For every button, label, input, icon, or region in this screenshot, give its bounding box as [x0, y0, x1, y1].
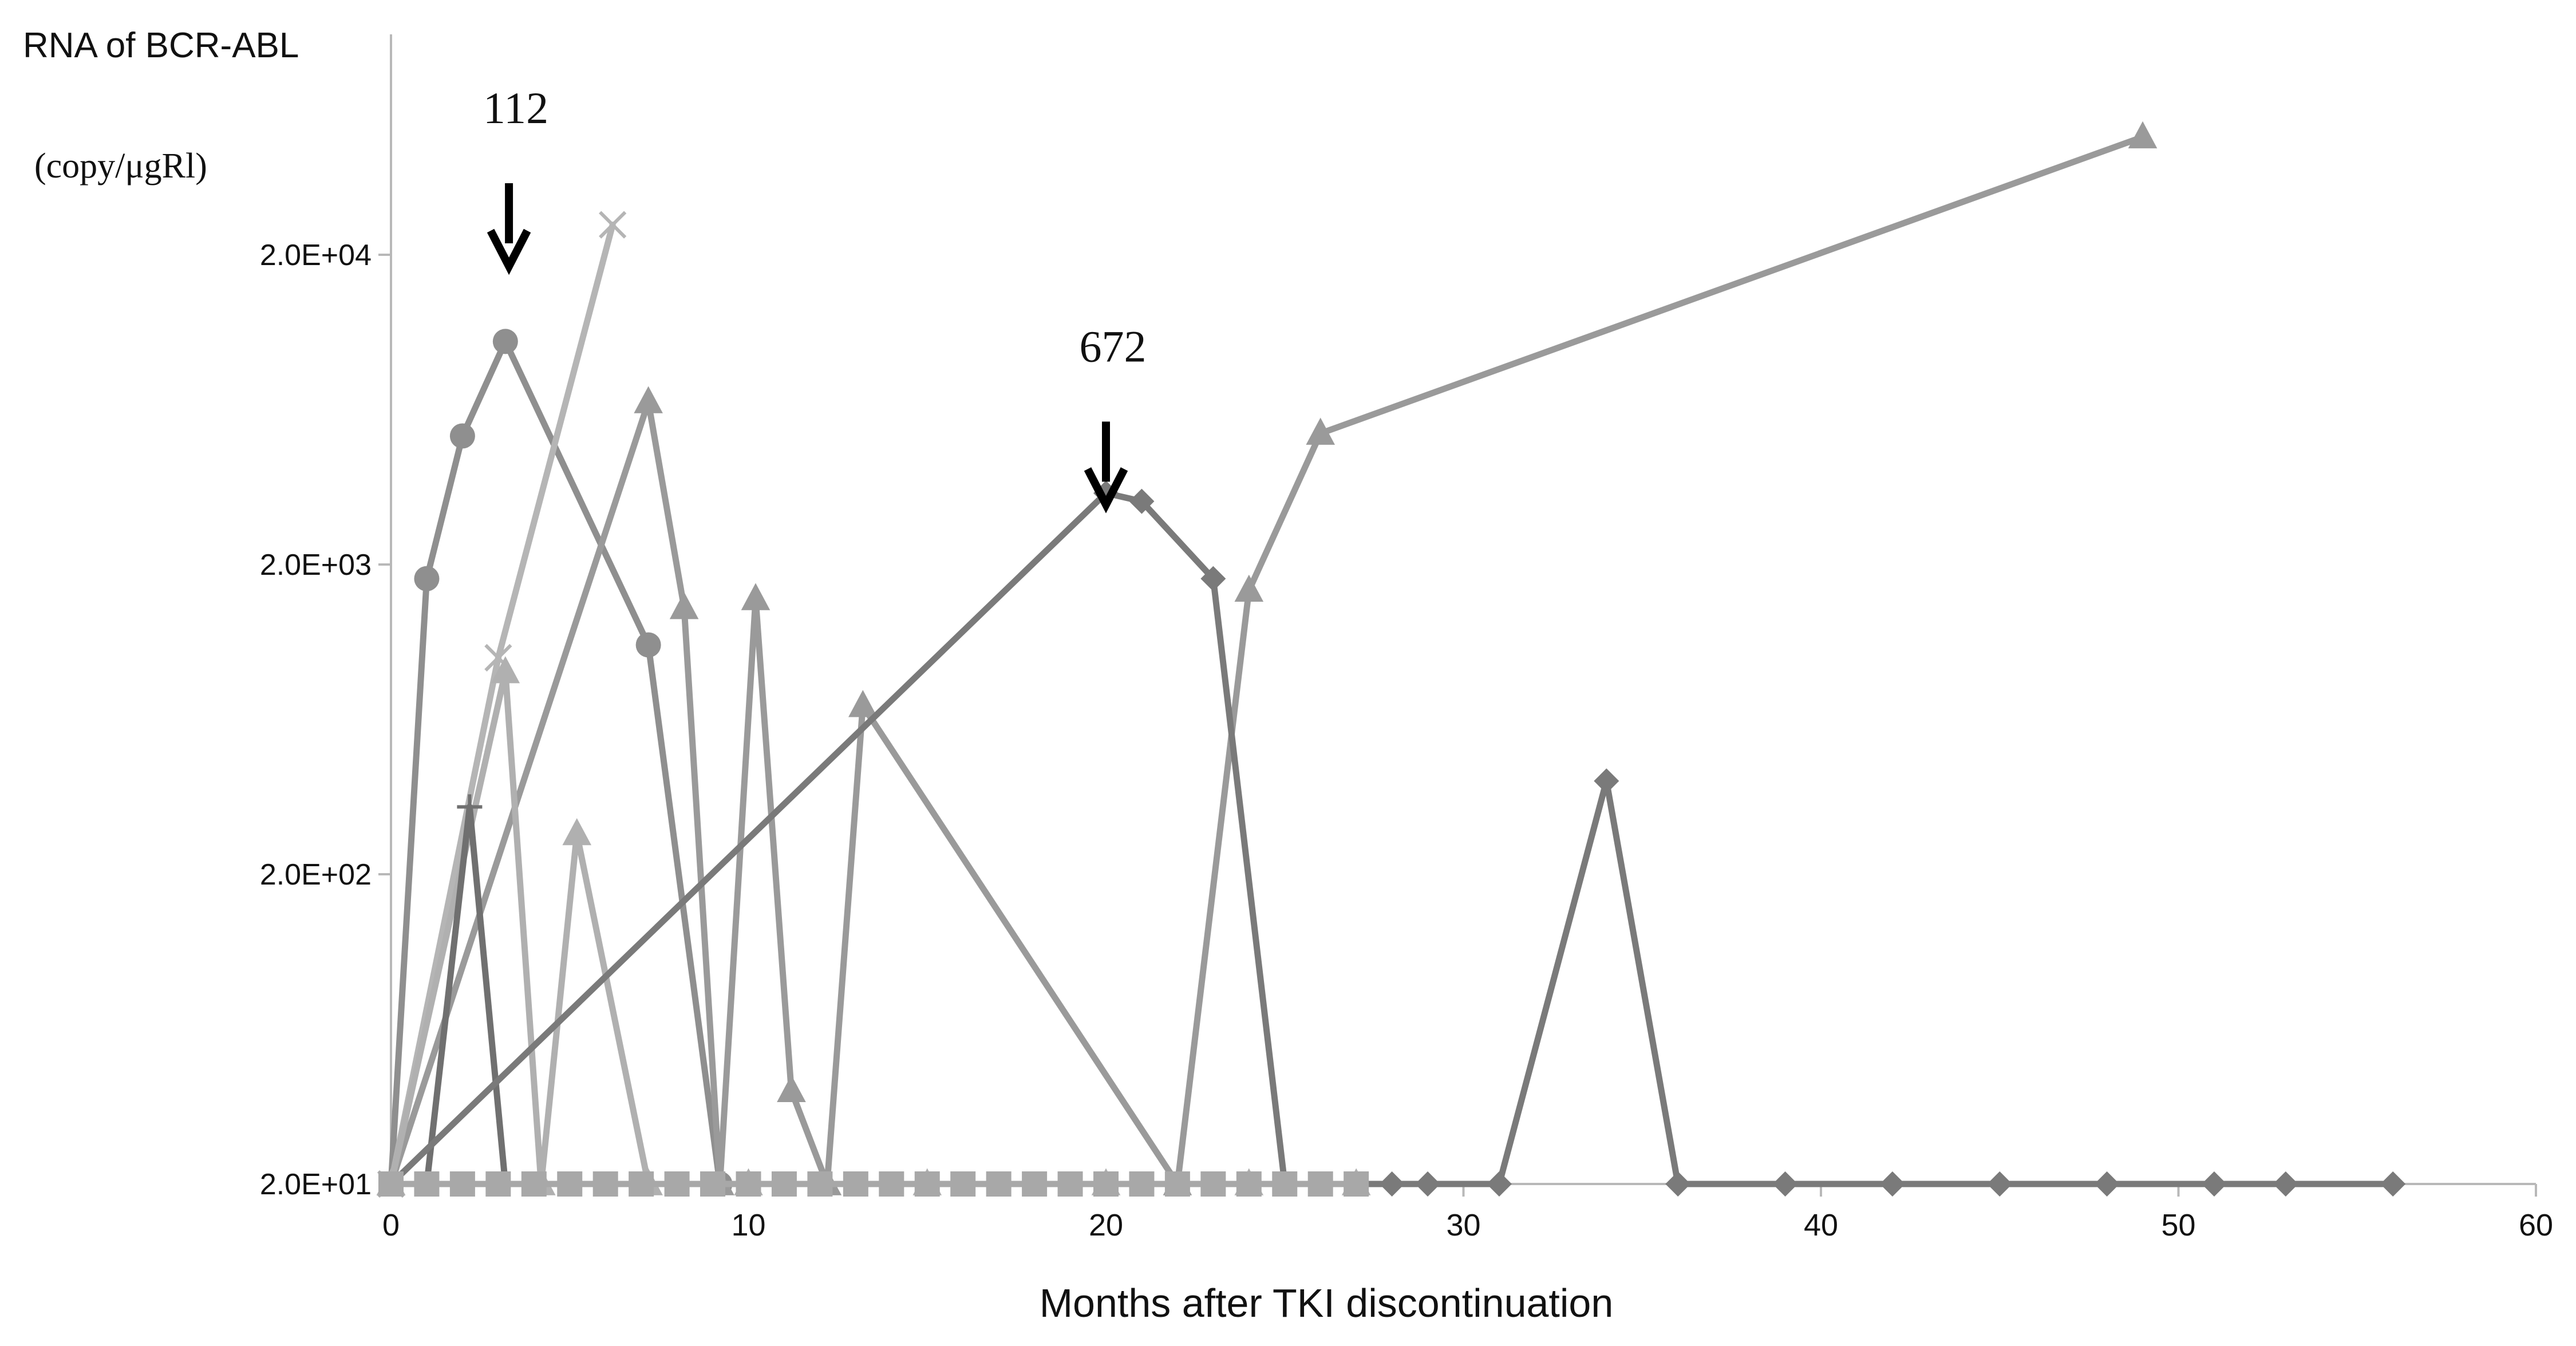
data-point — [1379, 1171, 1405, 1197]
data-point — [2380, 1171, 2406, 1197]
data-point — [414, 1171, 440, 1197]
data-point — [378, 1171, 404, 1197]
data-point — [521, 1171, 547, 1197]
x-ticks: 0 10 20 30 40 50 60 — [382, 1184, 2553, 1242]
y-ticks: 2.0E+01 2.0E+02 2.0E+03 2.0E+04 — [260, 239, 391, 1201]
annotation: 112 — [483, 83, 548, 275]
series-7 — [378, 1171, 1369, 1197]
data-point — [414, 566, 440, 591]
data-point — [700, 1171, 726, 1197]
series-line — [388, 133, 2146, 1187]
data-point — [1164, 1171, 1190, 1197]
x-tick-label: 60 — [2519, 1208, 2553, 1242]
data-point — [1022, 1171, 1048, 1197]
series-5 — [378, 794, 1119, 1197]
x-tick-label: 40 — [1804, 1208, 1838, 1242]
data-point — [950, 1171, 976, 1197]
data-point — [2273, 1171, 2298, 1197]
data-point — [457, 794, 483, 820]
x-tick-label: 30 — [1446, 1208, 1480, 1242]
data-point — [592, 1171, 618, 1197]
data-point — [914, 1171, 940, 1197]
annotation-label: 112 — [483, 83, 548, 133]
data-point — [1093, 1171, 1119, 1197]
data-point — [741, 583, 771, 610]
data-point — [1879, 1171, 1905, 1197]
data-point — [1234, 574, 1264, 602]
x-tick-label: 0 — [382, 1208, 400, 1242]
data-point — [1486, 1171, 1512, 1197]
data-point — [1272, 1171, 1298, 1197]
y-tick-label: 2.0E+03 — [260, 548, 372, 582]
x-axis-label: Months after TKI discontinuation — [1040, 1281, 1614, 1325]
data-point — [664, 1171, 690, 1197]
data-point — [1987, 1171, 2013, 1197]
data-point — [1594, 768, 1619, 794]
series-4 — [376, 656, 1371, 1195]
series-line — [388, 490, 2396, 1187]
annotation-label: 672 — [1080, 321, 1147, 371]
data-point — [777, 1075, 806, 1102]
arrow-head-icon — [487, 228, 531, 275]
data-point — [1307, 1171, 1333, 1197]
arrow-head-icon — [1084, 467, 1128, 514]
data-point — [491, 656, 520, 684]
data-point — [1200, 1171, 1226, 1197]
data-point — [557, 1171, 583, 1197]
data-point — [736, 1171, 761, 1197]
data-point — [492, 329, 518, 354]
data-point — [485, 1171, 511, 1197]
data-point — [2201, 1171, 2227, 1197]
data-point — [807, 1171, 833, 1197]
data-point — [986, 1171, 1012, 1197]
annotations: 112 672 — [483, 83, 1147, 514]
data-point — [1236, 1171, 1262, 1197]
data-point — [562, 818, 592, 846]
annotation: 672 — [1080, 321, 1147, 514]
series-2 — [377, 211, 627, 1198]
data-point — [843, 1171, 868, 1197]
data-point — [1129, 1171, 1155, 1197]
axes — [390, 34, 2536, 1185]
x-tick-label: 20 — [1089, 1208, 1123, 1242]
data-point — [771, 1171, 797, 1197]
y-tick-label: 2.0E+01 — [260, 1168, 372, 1201]
data-point — [1344, 1171, 1369, 1197]
data-point — [1057, 1171, 1083, 1197]
data-point — [629, 1171, 654, 1197]
data-point — [449, 1171, 475, 1197]
y-tick-label: 2.0E+02 — [260, 858, 372, 891]
y-axis-label-line2: (copy/μgRl) — [34, 147, 207, 185]
data-point — [634, 386, 663, 413]
data-point — [599, 211, 627, 239]
x-tick-label: 50 — [2161, 1208, 2195, 1242]
y-tick-label: 2.0E+04 — [260, 239, 372, 272]
data-point — [1200, 566, 1226, 591]
data-point — [848, 690, 878, 717]
x-tick-label: 10 — [731, 1208, 765, 1242]
data-point — [2128, 121, 2158, 149]
data-point — [635, 632, 661, 658]
data-point — [2094, 1171, 2120, 1197]
data-point — [1772, 1171, 1798, 1197]
data-point — [669, 592, 699, 619]
series-group — [376, 121, 2406, 1198]
data-point — [449, 423, 475, 449]
data-point — [1129, 488, 1155, 514]
data-point — [879, 1171, 904, 1197]
data-point — [1415, 1171, 1441, 1197]
data-point — [1665, 1171, 1691, 1197]
y-axis-label-line1: RNA of BCR-ABL — [23, 26, 299, 65]
data-point — [1306, 417, 1335, 445]
